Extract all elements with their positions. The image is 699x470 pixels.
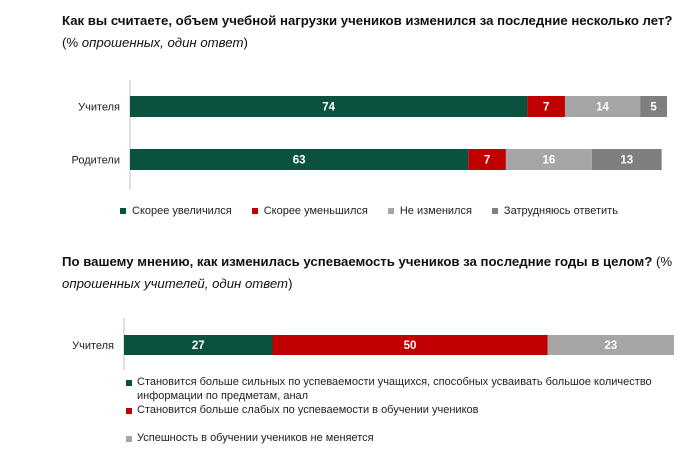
- question-1-text: Как вы считаете, объем учебной нагрузки …: [62, 13, 673, 28]
- chart-1-data-label: 7: [484, 155, 490, 167]
- question-2-note-open: (%: [652, 254, 673, 269]
- chart-1-bar-segment: [591, 149, 662, 170]
- chart-1-data-label: 74: [322, 102, 335, 114]
- chart-1-data-label: 16: [542, 155, 555, 167]
- legend-item-1: Становится больше сильных по успеваемост…: [126, 376, 686, 403]
- legend-item-4: Затрудняюсь ответить: [491, 205, 618, 217]
- legend-label: Скорее уменьшился: [263, 205, 368, 217]
- legend-item-3: Успешность в обучении учеников не меняет…: [126, 432, 686, 446]
- chart-1-data-label: 63: [293, 155, 306, 167]
- legend-label: Скорее увеличился: [132, 205, 232, 217]
- chart-1-bar-segment: [640, 96, 667, 117]
- chart-1-data-label: 14: [596, 102, 609, 114]
- chart-2: Учителя 27 50 23: [72, 318, 674, 370]
- legend-item-2: Становится больше слабых по успеваемости…: [126, 404, 686, 418]
- legend-label: Успешность в обучении учеников не меняет…: [137, 431, 374, 444]
- legend-swatch: [387, 208, 394, 214]
- question-2-title: По вашему мнению, как изменилась успевае…: [62, 251, 690, 295]
- chart-1-legend: Скорее увеличился Скорее уменьшился Не изм…: [120, 205, 618, 217]
- chart-2-data-label: 50: [404, 340, 417, 352]
- legend-swatch: [126, 435, 132, 442]
- question-1-title: Как вы считаете, объем учебной нагрузки …: [62, 10, 690, 54]
- chart-1-bar-segment: [130, 149, 469, 170]
- chart-1-data-label: 5: [650, 102, 657, 114]
- question-1-note-close: ): [243, 35, 248, 50]
- chart-1-bar-segment: [564, 96, 641, 117]
- question-2-note: опрошенных учителей, один ответ: [62, 276, 289, 291]
- legend-item-3: Не изменился: [387, 205, 472, 217]
- chart-2-bar-segment: [547, 335, 674, 355]
- legend-swatch: [120, 208, 126, 214]
- chart-1-data-label: 7: [543, 102, 549, 114]
- chart-2-data-label: 23: [604, 340, 617, 352]
- question-2-note-close: ): [288, 276, 293, 291]
- chart-1-bar-segment: [468, 149, 506, 170]
- chart-1-category-label: Родители: [71, 155, 120, 167]
- chart-1: Учителя 74 7 14 5 Родители 63 7 16 13: [71, 80, 667, 190]
- question-1-note: опрошенных, один ответ: [81, 35, 244, 50]
- legend-item-1: Скорее увеличился: [120, 205, 232, 217]
- legend-item-2: Скорее уменьшился: [251, 205, 368, 217]
- chart-2-bar-segment: [124, 335, 273, 355]
- question-2-text: По вашему мнению, как изменилась успевае…: [62, 254, 653, 269]
- question-1-note-open: (%: [62, 35, 82, 50]
- chart-1-category-label: Учителя: [78, 102, 120, 114]
- chart-2-category-label: Учителя: [72, 340, 114, 352]
- chart-1-bar-segment: [130, 96, 528, 117]
- legend-swatch: [491, 208, 498, 214]
- legend-label: Не изменился: [399, 205, 472, 217]
- legend-label: Становится больше слабых по успеваемости…: [137, 404, 479, 416]
- chart-2-bar-segment: [272, 335, 548, 355]
- legend-label: Затрудняюсь ответить: [503, 205, 618, 217]
- legend-swatch: [251, 208, 258, 214]
- legend-label: Становится больше сильных по успеваемост…: [137, 376, 652, 402]
- legend-swatch: [126, 408, 132, 414]
- chart-2-legend: Становится больше сильных по успеваемост…: [126, 376, 686, 446]
- chart-1-bar-segment: [527, 96, 565, 117]
- legend-swatch: [126, 380, 132, 386]
- chart-1-bar-segment: [505, 149, 592, 170]
- chart-1-data-label: 13: [620, 155, 633, 167]
- chart-2-data-label: 27: [192, 340, 205, 352]
